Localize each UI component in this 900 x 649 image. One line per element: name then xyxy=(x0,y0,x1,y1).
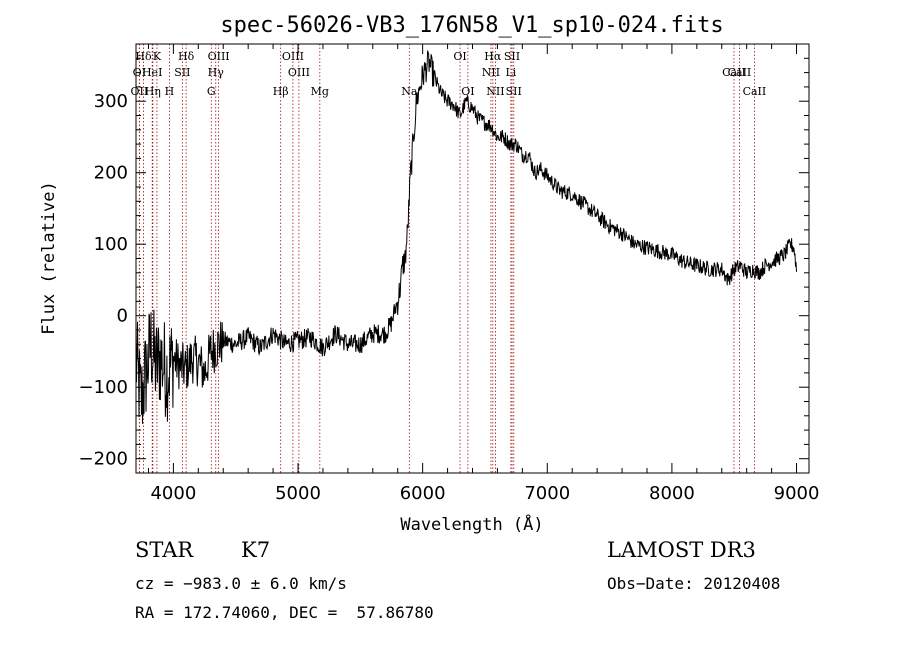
y-tick-label: −200 xyxy=(79,449,128,470)
line-label: SII xyxy=(504,50,520,63)
x-tick-label: 5000 xyxy=(275,483,321,504)
chart-title: spec-56026-VB3_176N58_V1_sp10-024.fits xyxy=(220,13,723,38)
x-tick-label: 7000 xyxy=(524,483,570,504)
y-tick-label: 300 xyxy=(94,91,128,112)
object-subclass: K7 xyxy=(241,538,271,562)
y-tick-label: 200 xyxy=(94,163,128,184)
line-label: NII xyxy=(486,85,504,98)
line-label: Hγ xyxy=(208,66,225,79)
line-label: SII xyxy=(506,85,522,98)
x-tick-label: 8000 xyxy=(649,483,695,504)
redshift-cz: cz = −983.0 ± 6.0 km/s xyxy=(135,574,347,593)
line-label: Hα xyxy=(484,50,502,63)
ra-dec: RA = 172.74060, DEC = 57.86780 xyxy=(135,603,434,622)
line-label: OII xyxy=(131,85,149,98)
line-label: Li xyxy=(505,66,516,79)
y-tick-label: 100 xyxy=(94,234,128,255)
line-label: OIII xyxy=(288,66,310,79)
line-label: H xyxy=(165,85,175,98)
line-label: CaII xyxy=(728,66,752,79)
y-axis-label: Flux (relative) xyxy=(39,181,59,335)
axis-tick-labels: 4000 5000 6000 7000 8000 9000 −200 −100 0 100 200 3… xyxy=(79,91,820,504)
line-label: HeI xyxy=(142,66,162,79)
line-label: Hη xyxy=(145,85,161,98)
line-label: G xyxy=(207,85,216,98)
line-label: Hδ xyxy=(178,50,195,63)
y-tick-label: −100 xyxy=(79,377,128,398)
x-axis-label: Wavelength (Å) xyxy=(400,513,543,535)
line-label: OI xyxy=(461,85,474,98)
line-label: Hδ xyxy=(135,50,152,63)
line-label: OIII xyxy=(282,50,304,63)
line-label: NII xyxy=(482,66,500,79)
line-label: SII xyxy=(174,66,190,79)
survey-name: LAMOST DR3 xyxy=(607,538,756,562)
x-tick-label: 6000 xyxy=(400,483,446,504)
line-label: K xyxy=(153,50,162,63)
line-label: OI xyxy=(453,50,466,63)
observation-date: Obs−Date: 20120408 xyxy=(607,574,781,593)
line-label: CaII xyxy=(722,66,746,79)
line-label: OIII xyxy=(208,50,230,63)
plot-frame xyxy=(135,43,810,474)
x-tick-label: 9000 xyxy=(774,483,820,504)
line-label: Mg xyxy=(311,85,329,98)
object-class: STAR xyxy=(135,538,194,562)
spectral-line-markers xyxy=(138,44,755,473)
line-label: CaII xyxy=(743,85,767,98)
line-label: Na xyxy=(401,85,418,98)
flux-series-line xyxy=(135,50,797,424)
x-tick-label: 4000 xyxy=(150,483,196,504)
line-label: Hβ xyxy=(273,85,289,98)
y-tick-label: 0 xyxy=(117,306,128,327)
